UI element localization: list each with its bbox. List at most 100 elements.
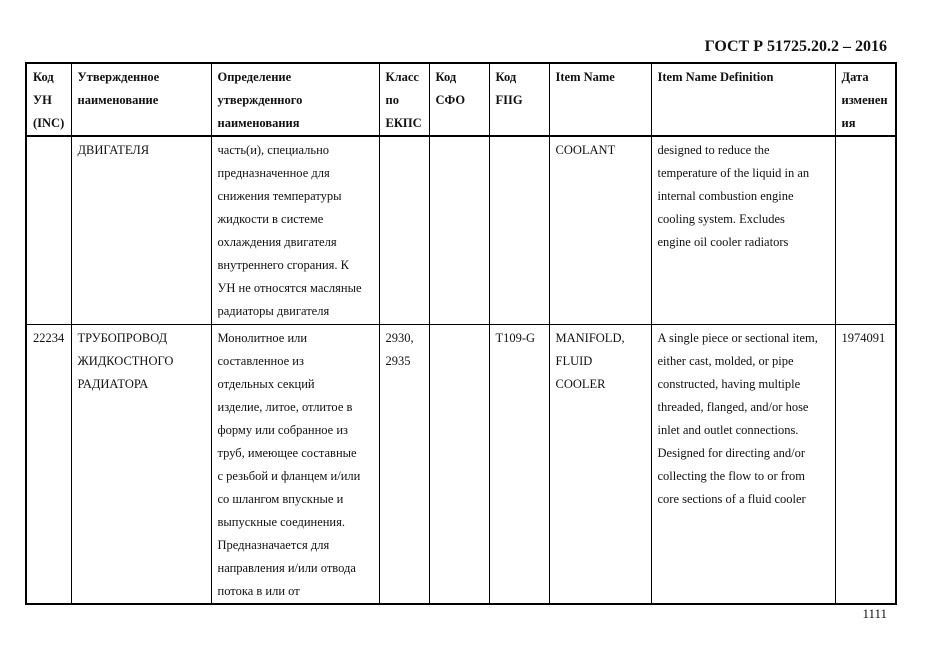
cell-line: жидкости в системе [217, 212, 324, 226]
cell-sfo-code [428, 324, 490, 605]
column-header-fiig-code: Код FIIG [488, 62, 550, 137]
column-header-approved-name: Утвержденное наименование [70, 62, 212, 137]
cell-line: COOLANT [555, 143, 616, 157]
cell-line: COOLER [555, 377, 606, 391]
cell-line: Дата [841, 70, 869, 84]
cell-line: УН [33, 93, 52, 107]
cell-line: радиаторы двигателя [217, 304, 330, 318]
cell-line: inlet and outlet connections. [657, 423, 799, 437]
cell-line: engine oil cooler radiators [657, 235, 789, 249]
cell-line: 2935 [385, 354, 411, 368]
cell-inc-code: 22234 [25, 324, 72, 605]
cell-line: (INC) [33, 116, 65, 130]
cell-line: изменен [841, 93, 888, 107]
cell-line: по [385, 93, 399, 107]
cell-line: ЖИДКОСТНОГО [77, 354, 174, 368]
cell-sfo-code [428, 135, 490, 325]
cell-line: предназначенное для [217, 166, 330, 180]
column-header-definition: Определение утвержденного наименования [210, 62, 380, 137]
cell-line: core sections of a fluid cooler [657, 492, 806, 506]
cell-line: РАДИАТОРА [77, 377, 149, 391]
cell-line: потока в или от [217, 584, 300, 598]
cell-line: отдельных секций [217, 377, 315, 391]
cell-line: утвержденного [217, 93, 303, 107]
cell-line: форму или собранное из [217, 423, 348, 437]
cell-line: Код [495, 70, 517, 84]
column-header-change-date: Дата изменен ия [834, 62, 897, 137]
cell-line: collecting the flow to or from [657, 469, 806, 483]
cell-line: threaded, flanged, and/or hose [657, 400, 809, 414]
cell-line: охлаждения двигателя [217, 235, 337, 249]
cell-line: изделие, литое, отлитое в [217, 400, 353, 414]
cell-line: FLUID [555, 354, 593, 368]
cell-line: Определение [217, 70, 292, 84]
cell-line: A single piece or sectional item, [657, 331, 818, 345]
cell-line: ТРУБОПРОВОД [77, 331, 168, 345]
cell-line: Item Name Definition [657, 70, 774, 84]
cell-line: ия [841, 116, 856, 130]
column-header-inc-code: Код УН (INC) [25, 62, 72, 137]
cell-line: temperature of the liquid in an [657, 166, 810, 180]
cell-line: внутреннего сгорания. К [217, 258, 350, 272]
cell-line: часть(и), специально [217, 143, 330, 157]
cell-line: наименования [217, 116, 300, 130]
cell-line: Item Name [555, 70, 615, 84]
table-row: ДВИГАТЕЛЯ часть(и), специально предназначе… [25, 135, 897, 325]
cell-line: internal combustion engine [657, 189, 794, 203]
cell-definition: Монолитное или составленное из отдельных с… [210, 324, 380, 605]
cell-line: constructed, having multiple [657, 377, 801, 391]
cell-line: труб, имеющее составные [217, 446, 357, 460]
cell-line: either cast, molded, or pipe [657, 354, 794, 368]
cell-item-name-definition: A single piece or sectional item, either … [650, 324, 836, 605]
cell-inc-code [25, 135, 72, 325]
cell-line: Designed for directing and/or [657, 446, 806, 460]
column-header-item-name-definition: Item Name Definition [650, 62, 836, 137]
cell-line: Монолитное или [217, 331, 308, 345]
cell-line: 2930, [385, 331, 414, 345]
cell-line: ЕКПС [385, 116, 422, 130]
page-number: 1111 [862, 606, 887, 621]
cell-approved-name: ДВИГАТЕЛЯ [70, 135, 212, 325]
cell-definition: часть(и), специально предназначенное для с… [210, 135, 380, 325]
cell-line: со шлангом впускные и [217, 492, 344, 506]
cell-line: 1974091 [841, 331, 886, 345]
column-header-ekps-class: Класс по ЕКПС [378, 62, 430, 137]
table-row: 22234 ТРУБОПРОВОД ЖИДКОСТНОГО РАДИАТОРА Моно… [25, 324, 897, 605]
cell-approved-name: ТРУБОПРОВОД ЖИДКОСТНОГО РАДИАТОРА [70, 324, 212, 605]
cell-line: составленное из [217, 354, 304, 368]
cell-line: УН не относятся масляные [217, 281, 362, 295]
cell-line: ДВИГАТЕЛЯ [77, 143, 150, 157]
cell-line: наименование [77, 93, 159, 107]
cell-line: снижения температуры [217, 189, 342, 203]
cell-line: выпускные соединения. [217, 515, 346, 529]
table-header-row: Код УН (INC) Утвержденное наименование Опреде… [25, 62, 897, 137]
cell-line: MANIFOLD, [555, 331, 625, 345]
cell-line: FIIG [495, 93, 523, 107]
cell-fiig-code: T109-G [488, 324, 550, 605]
cell-item-name-definition: designed to reduce the temperature of the… [650, 135, 836, 325]
cell-fiig-code [488, 135, 550, 325]
document-title: ГОСТ Р 51725.20.2 – 2016 [704, 38, 887, 55]
cell-ekps-class: 2930, 2935 [378, 324, 430, 605]
cell-ekps-class [378, 135, 430, 325]
cell-line: СФО [435, 93, 466, 107]
cell-line: Утвержденное [77, 70, 160, 84]
cell-change-date: 1974091 [834, 324, 897, 605]
catalog-table: Код УН (INC) Утвержденное наименование Опреде… [25, 62, 897, 605]
cell-line: T109-G [495, 331, 536, 345]
cell-line: cooling system. Excludes [657, 212, 785, 226]
cell-line: Код [435, 70, 457, 84]
cell-line: направления и/или отвода [217, 561, 356, 575]
cell-line: designed to reduce the [657, 143, 770, 157]
cell-line: с резьбой и фланцем и/или [217, 469, 361, 483]
cell-change-date [834, 135, 897, 325]
cell-line: Предназначается для [217, 538, 330, 552]
cell-line: 22234 [33, 331, 65, 345]
cell-item-name: COOLANT [548, 135, 652, 325]
column-header-item-name: Item Name [548, 62, 652, 137]
cell-line: Код [33, 70, 54, 84]
column-header-sfo-code: Код СФО [428, 62, 490, 137]
cell-line: Класс [385, 70, 419, 84]
cell-item-name: MANIFOLD, FLUID COOLER [548, 324, 652, 605]
